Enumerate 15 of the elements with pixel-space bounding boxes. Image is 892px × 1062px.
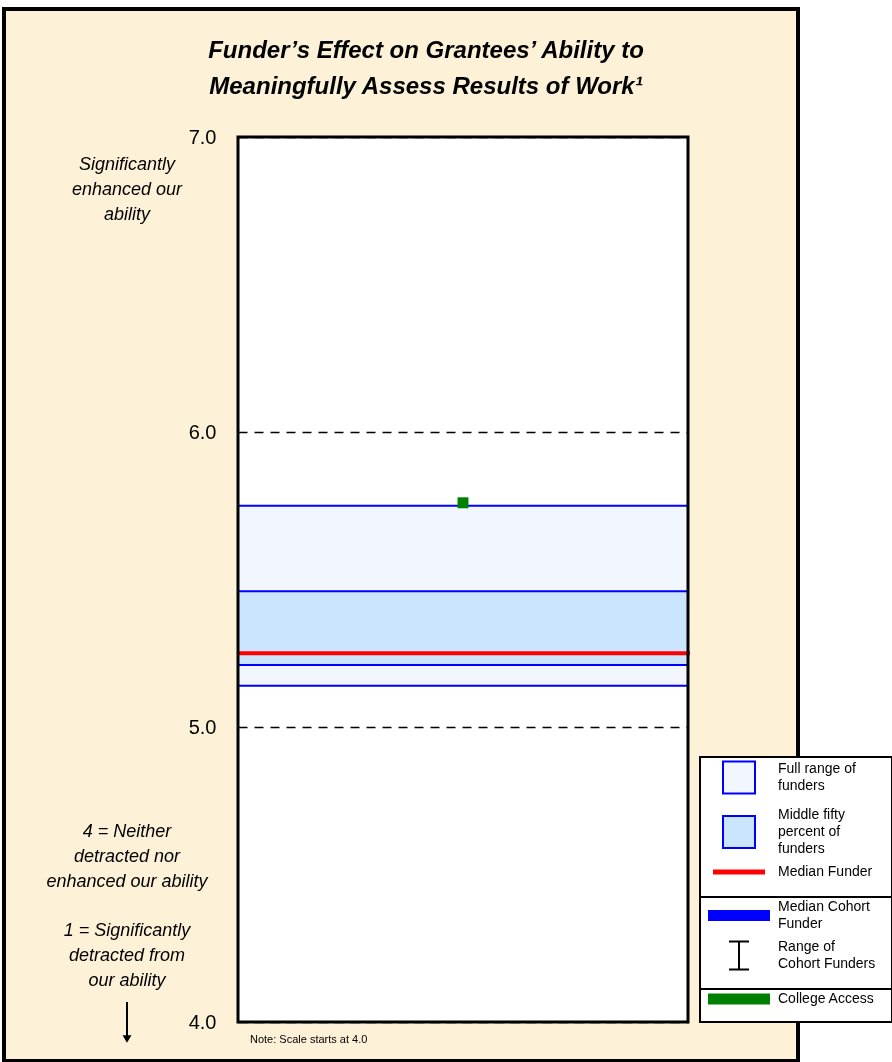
text: Significantly enhanced our ability xyxy=(71,154,184,224)
legend-label: Full range of funders xyxy=(778,760,856,793)
text: 4 = Neither detracted nor enhanced our ability xyxy=(46,821,209,891)
y-tick-label: 6.0 xyxy=(188,420,217,443)
y-tick-label: 5.0 xyxy=(188,715,217,738)
y-tick-label: 4.0 xyxy=(188,1010,217,1033)
legend-label: Median Funder xyxy=(778,863,873,879)
legend-label: Median Cohort Funder xyxy=(778,898,870,931)
text: 1 = Significantly detracted from our ability xyxy=(63,920,192,990)
chart-title: Funder’s Effect on Grantees’ Ability to Meaningfully Assess Results of Work¹ xyxy=(208,36,644,99)
text: Note: Scale starts at 4.0 xyxy=(250,1033,368,1045)
legend-label: Range of Cohort Funders xyxy=(778,938,876,971)
legend-label: Middle fifty percent of funders xyxy=(778,806,845,856)
legend-label: College Access xyxy=(778,990,874,1006)
y-tick-label: 7.0 xyxy=(188,125,217,148)
